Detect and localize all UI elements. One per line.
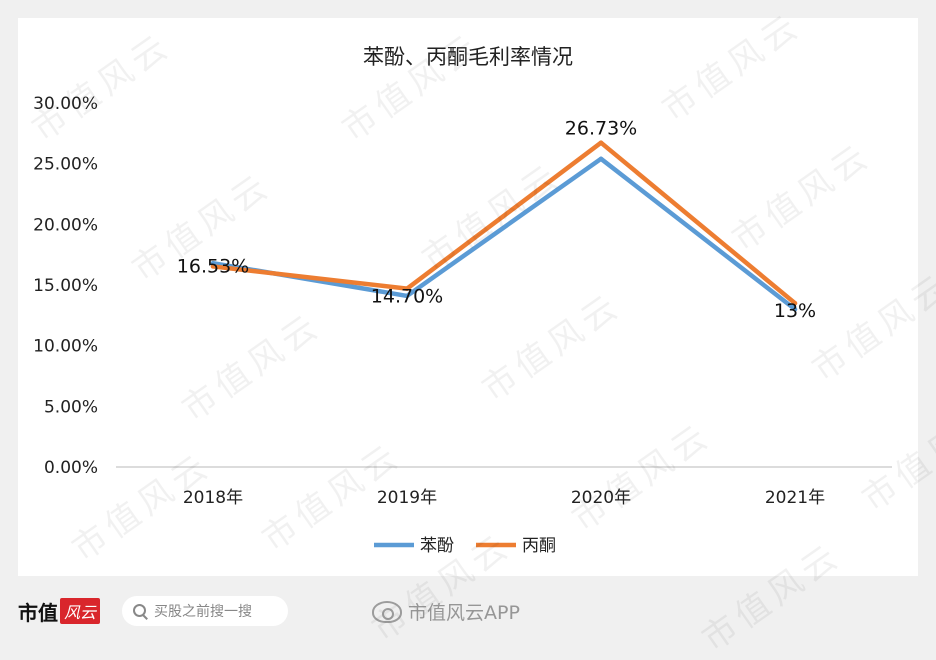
- series-line-phenol: [210, 156, 798, 312]
- data-label: 14.70%: [371, 286, 443, 308]
- data-point: [210, 264, 216, 269]
- data-point: [210, 260, 216, 266]
- data-point: [404, 286, 410, 291]
- chart-title: 苯酚、丙酮毛利率情况: [363, 45, 573, 69]
- data-point: [792, 307, 798, 312]
- y-tick-label: 30.00%: [33, 94, 98, 114]
- legend-label: 丙酮: [522, 536, 556, 556]
- data-label: 13%: [774, 300, 816, 322]
- x-axis: 2018年 2019年 2020年 2021年: [116, 466, 892, 508]
- data-point: [792, 301, 798, 306]
- line-chart: 苯酚、丙酮毛利率情况 0.00% 5.00% 10.00% 15.00% 20.00% 2…: [33, 45, 892, 556]
- x-tick-label: 2018年: [183, 488, 243, 508]
- brand-logo: 市值 风云: [18, 598, 101, 625]
- search-box[interactable]: 买股之前搜一搜: [122, 596, 288, 626]
- data-point: [598, 156, 604, 162]
- data-label: 16.53%: [177, 255, 249, 277]
- x-tick-label: 2021年: [765, 488, 825, 508]
- data-labels: 16.53% 14.70% 26.73% 13%: [177, 118, 816, 323]
- data-point: [404, 293, 410, 299]
- y-tick-label: 25.00%: [33, 155, 98, 175]
- chart-card: 苯酚、丙酮毛利率情况 0.00% 5.00% 10.00% 15.00% 20.00% 2…: [18, 18, 918, 576]
- series-line-acetone: [210, 140, 798, 306]
- x-tick-label: 2020年: [571, 488, 631, 508]
- series-layer: [210, 140, 798, 312]
- legend: 苯酚 丙酮: [374, 536, 556, 556]
- footer-bar: 市值 风云 买股之前搜一搜 市值风云APP: [0, 590, 936, 630]
- y-tick-label: 0.00%: [44, 458, 98, 478]
- data-point: [598, 140, 604, 145]
- weibo-icon: [372, 600, 402, 623]
- y-tick-label: 20.00%: [33, 215, 98, 235]
- x-tick-label: 2019年: [377, 488, 437, 508]
- y-axis: 0.00% 5.00% 10.00% 15.00% 20.00% 25.00% 30.00%: [33, 94, 98, 478]
- brand-name: 市值: [18, 600, 58, 625]
- legend-label: 苯酚: [420, 536, 454, 556]
- brand-badge: 风云: [60, 598, 101, 624]
- data-label: 26.73%: [565, 118, 637, 140]
- weibo-watermark: 市值风云APP: [372, 598, 520, 625]
- search-placeholder: 买股之前搜一搜: [154, 604, 252, 620]
- weibo-account-text: 市值风云APP: [408, 602, 520, 624]
- search-icon: [132, 603, 148, 619]
- y-tick-label: 15.00%: [33, 276, 98, 296]
- y-tick-label: 10.00%: [33, 337, 98, 357]
- y-tick-label: 5.00%: [44, 397, 98, 417]
